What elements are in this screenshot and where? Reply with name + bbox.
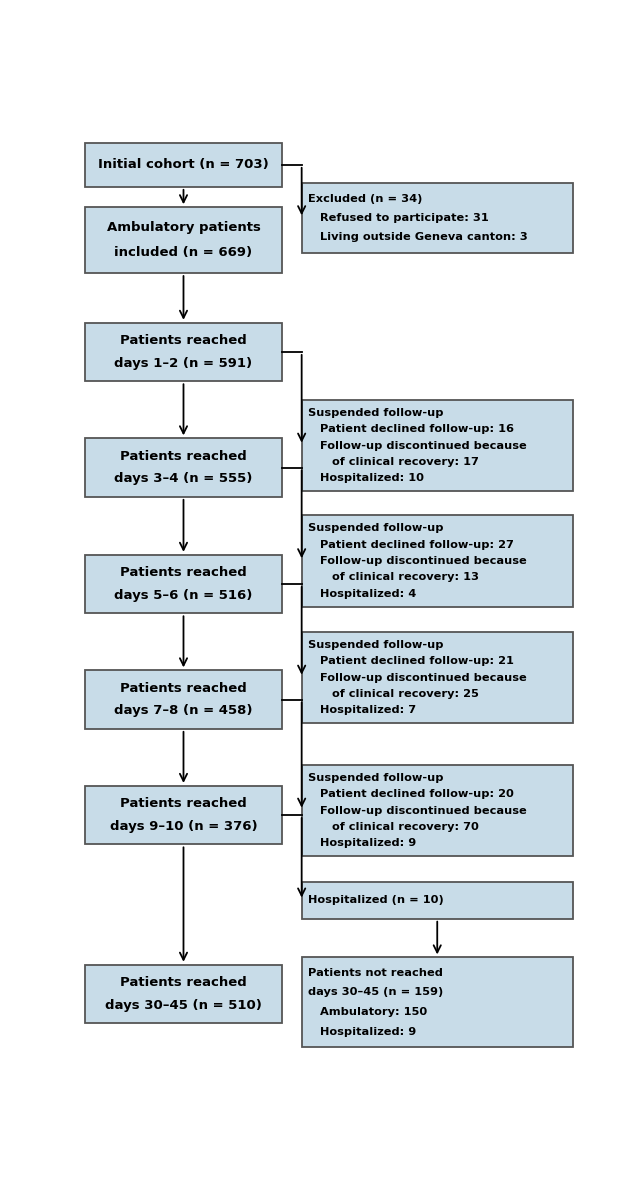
FancyBboxPatch shape bbox=[85, 965, 282, 1023]
Text: Suspended follow-up: Suspended follow-up bbox=[308, 523, 443, 534]
Text: days 9–10 (n = 376): days 9–10 (n = 376) bbox=[110, 819, 257, 833]
FancyBboxPatch shape bbox=[302, 765, 573, 856]
Text: Hospitalized: 9: Hospitalized: 9 bbox=[308, 1027, 416, 1036]
Text: of clinical recovery: 13: of clinical recovery: 13 bbox=[308, 573, 479, 582]
Text: Patient declined follow-up: 16: Patient declined follow-up: 16 bbox=[308, 424, 514, 435]
Text: Follow-up discontinued because: Follow-up discontinued because bbox=[308, 441, 526, 450]
Text: Suspended follow-up: Suspended follow-up bbox=[308, 407, 443, 418]
Text: days 9–10 (n = 376): days 9–10 (n = 376) bbox=[110, 819, 257, 833]
FancyBboxPatch shape bbox=[85, 143, 282, 187]
Text: Patients reached: Patients reached bbox=[120, 335, 247, 348]
FancyBboxPatch shape bbox=[302, 400, 573, 492]
Text: days 5–6 (n = 516): days 5–6 (n = 516) bbox=[114, 588, 253, 601]
FancyBboxPatch shape bbox=[85, 323, 282, 381]
Text: Hospitalized: 10: Hospitalized: 10 bbox=[308, 473, 424, 484]
Text: of clinical recovery: 25: of clinical recovery: 25 bbox=[308, 688, 478, 699]
Text: Follow-up discontinued because: Follow-up discontinued because bbox=[308, 673, 526, 682]
Text: days 7–8 (n = 458): days 7–8 (n = 458) bbox=[114, 704, 253, 717]
Text: days 1–2 (n = 591): days 1–2 (n = 591) bbox=[114, 357, 252, 369]
FancyBboxPatch shape bbox=[302, 631, 573, 723]
Text: of clinical recovery: 17: of clinical recovery: 17 bbox=[308, 457, 478, 467]
Text: Patient declined follow-up: 21: Patient declined follow-up: 21 bbox=[308, 656, 514, 666]
Text: Initial cohort (n = 703): Initial cohort (n = 703) bbox=[98, 158, 269, 172]
Text: Ambulatory patients: Ambulatory patients bbox=[107, 222, 261, 233]
FancyBboxPatch shape bbox=[85, 671, 282, 729]
Text: Patients reached: Patients reached bbox=[120, 566, 247, 579]
Text: days 5–6 (n = 516): days 5–6 (n = 516) bbox=[114, 588, 253, 601]
Text: Follow-up discontinued because: Follow-up discontinued because bbox=[308, 805, 526, 816]
Text: Patients reached: Patients reached bbox=[120, 681, 247, 694]
FancyBboxPatch shape bbox=[85, 207, 282, 273]
Text: Follow-up discontinued because: Follow-up discontinued because bbox=[308, 556, 526, 566]
Text: days 7–8 (n = 458): days 7–8 (n = 458) bbox=[114, 704, 253, 717]
FancyBboxPatch shape bbox=[85, 786, 282, 844]
Text: Patient declined follow-up: 27: Patient declined follow-up: 27 bbox=[308, 540, 514, 550]
FancyBboxPatch shape bbox=[302, 883, 573, 918]
Text: days 30–45 (n = 510): days 30–45 (n = 510) bbox=[105, 999, 262, 1011]
Text: days 3–4 (n = 555): days 3–4 (n = 555) bbox=[114, 473, 253, 486]
Text: Ambulatory: 150: Ambulatory: 150 bbox=[308, 1006, 427, 1017]
Text: Hospitalized: 9: Hospitalized: 9 bbox=[308, 838, 416, 848]
Text: Hospitalized (n = 10): Hospitalized (n = 10) bbox=[308, 896, 444, 905]
FancyBboxPatch shape bbox=[302, 516, 573, 607]
Text: days 30–45 (n = 159): days 30–45 (n = 159) bbox=[308, 987, 443, 997]
Text: Hospitalized: 7: Hospitalized: 7 bbox=[308, 705, 416, 716]
Text: Living outside Geneva canton: 3: Living outside Geneva canton: 3 bbox=[308, 232, 527, 243]
Text: Hospitalized: 4: Hospitalized: 4 bbox=[308, 588, 416, 599]
Text: Suspended follow-up: Suspended follow-up bbox=[308, 773, 443, 782]
Text: Patient declined follow-up: 20: Patient declined follow-up: 20 bbox=[308, 790, 514, 799]
Text: included (n = 669): included (n = 669) bbox=[114, 247, 252, 260]
FancyBboxPatch shape bbox=[85, 555, 282, 613]
Text: Excluded (n = 34): Excluded (n = 34) bbox=[308, 194, 422, 204]
Text: Patients reached: Patients reached bbox=[120, 797, 247, 810]
Text: of clinical recovery: 70: of clinical recovery: 70 bbox=[308, 822, 478, 833]
Text: Refused to participate: 31: Refused to participate: 31 bbox=[308, 213, 489, 223]
Text: Hospitalized (n = 10): Hospitalized (n = 10) bbox=[308, 896, 444, 905]
Text: Excluded (n = 34): Excluded (n = 34) bbox=[308, 194, 422, 204]
Text: Patients not reached: Patients not reached bbox=[308, 968, 442, 978]
Text: Patients reached: Patients reached bbox=[120, 977, 247, 990]
Text: days 30–45 (n = 510): days 30–45 (n = 510) bbox=[105, 999, 262, 1011]
Text: days 3–4 (n = 555): days 3–4 (n = 555) bbox=[114, 473, 253, 486]
FancyBboxPatch shape bbox=[302, 958, 573, 1047]
Text: included (n = 669): included (n = 669) bbox=[114, 247, 252, 260]
Text: Initial cohort (n = 703): Initial cohort (n = 703) bbox=[98, 158, 269, 172]
Text: Suspended follow-up: Suspended follow-up bbox=[308, 640, 443, 650]
FancyBboxPatch shape bbox=[302, 183, 573, 252]
Text: days 30–45 (n = 159): days 30–45 (n = 159) bbox=[308, 987, 443, 997]
Text: days 1–2 (n = 591): days 1–2 (n = 591) bbox=[114, 357, 252, 369]
FancyBboxPatch shape bbox=[85, 438, 282, 497]
Text: Patients reached: Patients reached bbox=[120, 450, 247, 463]
